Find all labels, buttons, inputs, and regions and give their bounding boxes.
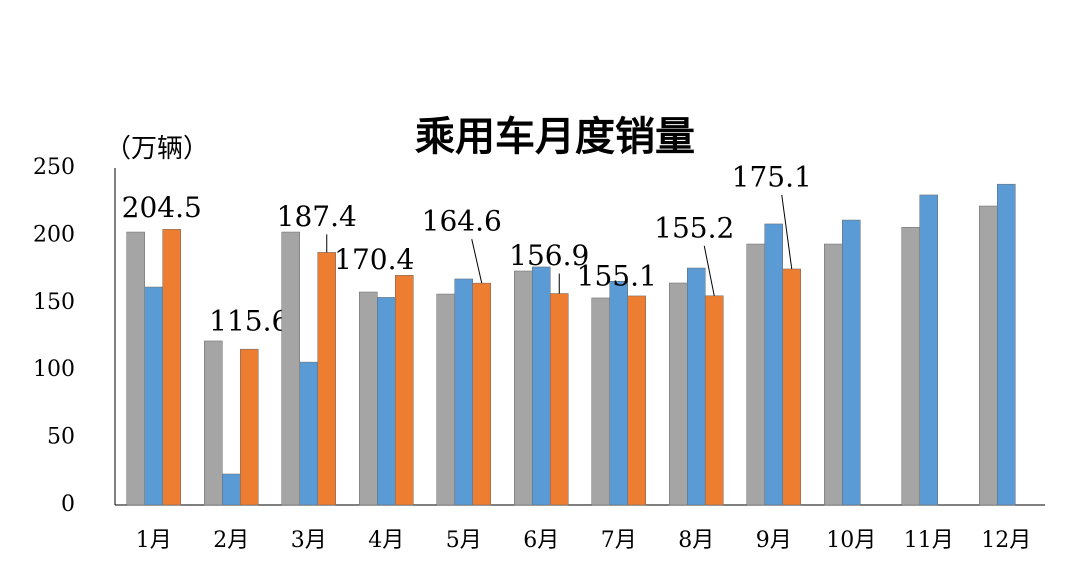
value-label: 115.6 xyxy=(209,305,289,338)
value-label: 164.6 xyxy=(422,205,502,238)
x-tick-label: 9月 xyxy=(756,528,792,553)
y-tick-label: 100 xyxy=(33,357,75,382)
x-tick-label: 1月 xyxy=(136,528,172,553)
bar xyxy=(144,286,163,506)
value-label: 156.9 xyxy=(509,239,589,272)
bar xyxy=(222,473,241,506)
x-tick-label: 11月 xyxy=(904,528,954,553)
value-label: 187.4 xyxy=(277,200,357,233)
bar xyxy=(240,348,259,506)
bar xyxy=(979,205,998,506)
bar xyxy=(317,252,336,506)
bar xyxy=(824,243,843,506)
x-tick-label: 5月 xyxy=(446,528,482,553)
leader-line xyxy=(703,245,715,296)
bar xyxy=(705,295,724,506)
value-label: 155.2 xyxy=(654,211,734,244)
x-tick-label: 3月 xyxy=(291,528,327,553)
bar xyxy=(514,270,533,506)
y-tick-label: 150 xyxy=(33,290,75,315)
x-tick-label: 12月 xyxy=(981,528,1031,553)
value-label: 170.4 xyxy=(334,243,414,276)
bar xyxy=(919,194,938,506)
bar xyxy=(627,295,646,506)
bar xyxy=(764,223,783,506)
bar xyxy=(687,267,706,506)
y-tick-label: 250 xyxy=(33,155,75,180)
bar xyxy=(901,227,920,506)
bar xyxy=(842,219,861,506)
x-tick-label: 7月 xyxy=(601,528,637,553)
chart-title: 乘用车月度销量 xyxy=(415,113,695,160)
value-label: 155.1 xyxy=(577,259,657,292)
bar xyxy=(591,297,610,506)
bar xyxy=(472,282,491,506)
bar xyxy=(609,280,628,506)
value-label: 175.1 xyxy=(732,160,812,193)
bar xyxy=(162,229,181,506)
bar xyxy=(746,243,765,506)
x-tick-label: 2月 xyxy=(213,528,249,553)
bar xyxy=(997,183,1016,506)
bar xyxy=(669,282,688,506)
bar xyxy=(359,291,378,506)
y-axis-label: （万辆） xyxy=(105,134,209,164)
bar xyxy=(782,268,801,506)
bar xyxy=(281,231,300,506)
bar xyxy=(377,297,396,506)
bar xyxy=(126,231,145,506)
y-tick-label: 0 xyxy=(61,492,75,517)
bar xyxy=(395,275,414,506)
x-tick-label: 6月 xyxy=(523,528,559,553)
x-tick-label: 4月 xyxy=(368,528,404,553)
bar xyxy=(550,293,569,506)
bar xyxy=(299,361,318,506)
leader-line xyxy=(471,239,483,284)
x-tick-label: 10月 xyxy=(826,528,876,553)
leader-line xyxy=(781,194,793,270)
y-tick-label: 50 xyxy=(47,425,75,450)
x-tick-label: 8月 xyxy=(678,528,714,553)
bar xyxy=(454,278,473,506)
value-label: 204.5 xyxy=(122,191,202,224)
bar xyxy=(436,293,455,506)
bar xyxy=(204,340,223,506)
y-tick-label: 200 xyxy=(33,222,75,247)
bar xyxy=(532,266,551,506)
